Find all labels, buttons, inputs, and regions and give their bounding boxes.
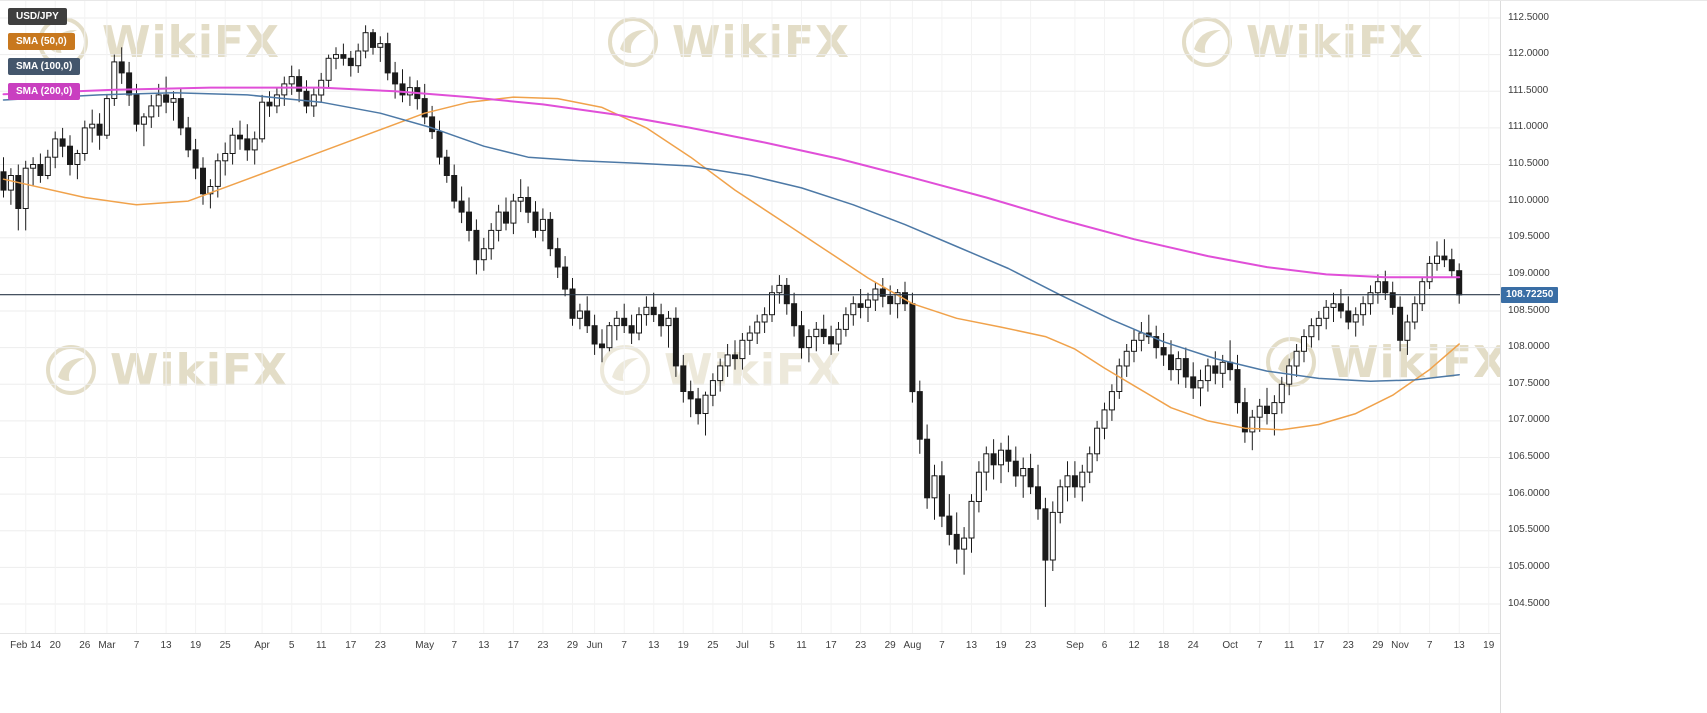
price-axis-label: 105.0000 [1508,560,1550,572]
price-axis-label: 112.0000 [1508,48,1549,60]
time-axis-label: 19 [1483,640,1495,651]
time-axis-label: 5 [288,640,295,651]
time-axis-label: 7 [1256,640,1263,651]
current-price-badge: 108.72250 [1501,286,1559,303]
time-axis-label: 17 [345,640,357,651]
time-axis-label: 19 [677,640,689,651]
time-axis-label: 7 [1426,640,1433,651]
time-axis-label: 17 [825,640,837,651]
sma200-badge[interactable]: SMA (200,0) [8,83,81,100]
sma100-badge[interactable]: SMA (100,0) [8,58,81,75]
plot-area[interactable]: WikiFX WikiFX WikiFX WikiFX WikiFX WikiF… [0,1,1507,633]
price-axis-label: 107.5000 [1508,377,1550,389]
time-axis-label: 13 [160,640,172,651]
time-axis-label: 29 [1372,640,1384,651]
sma-lines [2,86,1461,431]
price-axis-label: 111.5000 [1508,84,1549,96]
time-axis-label: 5 [769,640,775,651]
time-axis-label: 11 [316,640,327,651]
time-axis-label: 13 [478,640,490,651]
time-axis-label: 19 [995,640,1007,651]
time-axis-label: 12 [1128,640,1140,651]
sma50-line [2,96,1460,431]
time-axis-label: 18 [1158,640,1170,651]
time-axis-label: 7 [133,640,140,651]
time-axis-label: Feb 14 [10,640,42,651]
sma100-line [2,91,1460,383]
symbol-badge[interactable]: USD/JPY [8,8,67,25]
time-axis-label: Apr [254,640,270,651]
price-axis-label: 111.0000 [1508,121,1549,133]
price-axis-label: 108.5000 [1508,304,1550,316]
price-axis[interactable]: 108.72250 112.5000 112.0000 111.5000 111.00… [1500,1,1707,713]
time-axis-label: 29 [566,640,579,651]
time-axis-label: 20 [49,640,61,651]
time-axis-label: 7 [451,640,458,651]
price-axis-label: 107.0000 [1508,414,1550,426]
price-axis-label: 109.5000 [1508,231,1550,243]
time-axis-label: 23 [537,640,549,651]
time-axis-label: 25 [219,640,231,651]
time-axis-label: 17 [507,640,519,651]
time-axis-label: Nov [1391,640,1409,651]
time-axis-label: 11 [1284,640,1295,651]
time-axis-label: 13 [965,640,978,651]
price-axis-label: 110.5000 [1508,158,1549,169]
time-axis-label: 7 [939,640,945,651]
time-axis-label: Sep [1066,640,1084,651]
time-axis-label: 13 [1453,640,1465,651]
time-axis-label: 23 [855,640,867,651]
price-axis-label: 110.0000 [1508,194,1549,206]
chart-canvas[interactable] [0,1,1500,633]
sma50-badge[interactable]: SMA (50,0) [8,33,75,50]
time-axis-label: Oct [1222,640,1238,651]
price-axis-label: 109.0000 [1508,267,1550,279]
time-axis-label: Jul [736,640,749,651]
time-axis-label: 17 [1313,640,1325,651]
price-axis-label: 108.0000 [1508,341,1550,353]
time-axis-label: 13 [648,640,660,651]
time-axis-label: 29 [884,640,896,651]
time-axis-label: 24 [1187,640,1199,651]
time-axis-label: 6 [1101,640,1108,651]
time-axis-label: 25 [707,640,719,651]
time-axis-label: Aug [903,640,922,651]
gridlines [0,1,1500,633]
time-axis-label: 26 [79,640,91,651]
legend: USD/JPY SMA (50,0) SMA (100,0) SMA (200,… [8,8,81,108]
time-axis-label: May [415,640,435,651]
time-axis-label: 19 [190,640,202,651]
time-axis-label: Mar [98,640,116,651]
time-axis-label: 7 [621,640,627,651]
time-axis-label: 23 [374,640,386,651]
price-axis-label: 104.5000 [1508,597,1550,609]
price-axis-label: 106.5000 [1508,451,1550,462]
price-axis-label: 112.5000 [1508,11,1549,23]
time-axis-label: Jun [586,640,603,651]
time-axis[interactable]: Feb 14 20 26 Mar 7 13 19 25 Apr 5 11 17 23 May 7 13 17 23… [0,633,1500,660]
price-axis-label: 106.0000 [1508,487,1550,499]
sma200-line [2,86,1461,279]
price-axis-label: 105.5000 [1508,524,1550,536]
time-axis-label: 23 [1342,640,1354,651]
time-axis-label: 11 [796,640,807,651]
candlestick-series [0,25,1463,607]
time-axis-label: 23 [1025,640,1037,651]
